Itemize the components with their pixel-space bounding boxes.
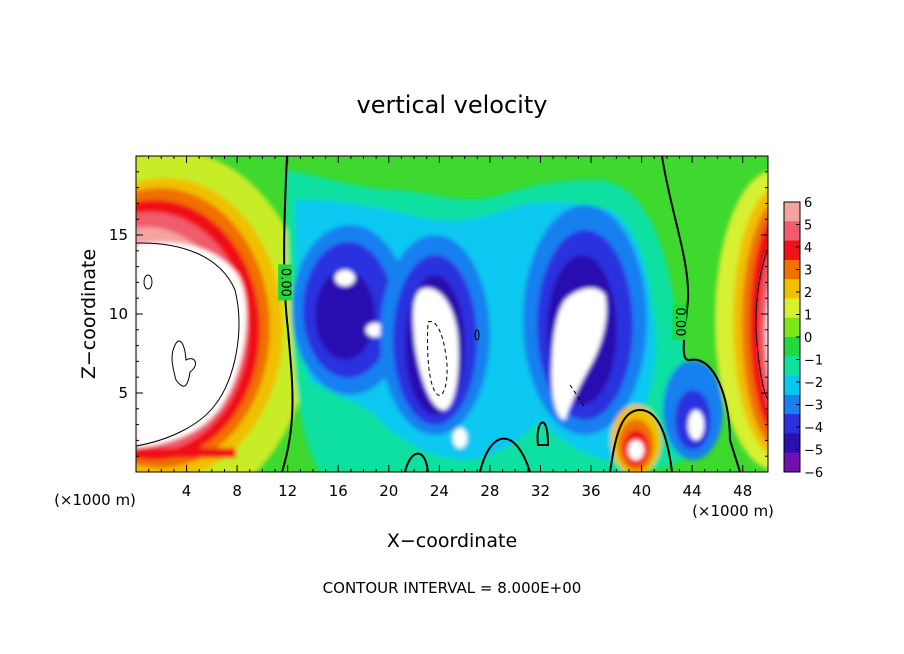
x-tick-label-4: 20 (379, 482, 398, 500)
left-updraft-inner-contour (171, 340, 196, 387)
colorbar-label-1: 5 (804, 219, 812, 234)
contour-lines (281, 156, 741, 472)
downdraft-3-dashed-contour (569, 384, 586, 409)
colorbar-segment-3 (784, 259, 800, 280)
colorbar-segment-2 (784, 240, 800, 261)
contour-label-0: 0.00 (278, 268, 293, 297)
downdraft-1-core-2 (366, 323, 384, 337)
colorbar-label-9: −3 (804, 399, 823, 414)
downdraft-2 (380, 235, 490, 448)
downdraft-1-core-1 (335, 270, 355, 286)
colorbar-segment-9 (784, 375, 800, 396)
y-tick-label-1: 10 (109, 305, 128, 323)
zero-contour-left (281, 156, 294, 472)
x-unit-right: (×1000 m) (692, 502, 774, 520)
plot-area: 0.00 0.00 (136, 156, 768, 472)
x-unit-left: (×1000 m) (54, 491, 136, 509)
downdraft-1 (292, 225, 408, 395)
colorbar-label-4: 2 (804, 286, 812, 301)
downdraft-2-core-low (453, 428, 467, 448)
y-axis: 5 10 15 (109, 171, 768, 457)
x-tick-label-8: 36 (581, 482, 600, 500)
contour-label-bg-0 (278, 264, 293, 301)
x-tick-label-6: 28 (480, 482, 499, 500)
colorbar-segment-1 (784, 221, 800, 242)
small-contour-mid (474, 329, 480, 341)
x-tick-label-7: 32 (531, 482, 550, 500)
x-axis: 4 8 12 16 20 24 28 32 36 40 44 48 (148, 156, 756, 500)
colorbar-label-10: −4 (804, 421, 823, 436)
zero-contour-bump-2 (479, 437, 531, 472)
y-tick-label-2: 15 (109, 226, 128, 244)
zero-contour-bump-4 (609, 408, 673, 472)
colorbar-label-0: 6 (804, 196, 812, 211)
colorbar-label-11: −5 (804, 444, 823, 459)
y-axis-label: Z−coordinate (78, 249, 100, 379)
x-tick-label-1: 8 (232, 482, 242, 500)
y-tick-label-0: 5 (118, 384, 128, 402)
colorbar-segment-7 (784, 337, 800, 357)
x-tick-label-0: 4 (182, 482, 192, 500)
x-axis-label: X−coordinate (387, 530, 517, 552)
colorbar-segment-6 (784, 317, 800, 338)
field-layers (136, 156, 768, 472)
low-level-updraft-core (628, 440, 644, 460)
downdraft-4-core (688, 410, 704, 440)
colorbar-segment-5 (784, 298, 800, 319)
thin-contours (136, 242, 768, 447)
colorbar-label-5: 1 (804, 309, 812, 324)
zero-contour-bump-3 (536, 421, 550, 446)
downdraft-1-inner (315, 270, 375, 360)
colorbar-segment-11 (784, 414, 800, 434)
colorbar-segment-13 (784, 452, 800, 473)
downdraft-4 (663, 360, 723, 460)
small-contour-left (143, 274, 153, 290)
colorbar-label-12: −6 (804, 466, 823, 481)
x-tick-label-5: 24 (430, 482, 449, 500)
zero-contour-right (661, 156, 741, 472)
zero-contour-bump-1 (404, 452, 429, 472)
downdraft-3-core (551, 288, 607, 420)
downdraft-2-dashed-contour (427, 321, 448, 396)
colorbar-segment-8 (784, 356, 800, 377)
chart-title: vertical velocity (357, 91, 548, 119)
colorbar-label-7: −1 (804, 354, 823, 369)
right-updraft-region (715, 171, 768, 469)
left-updraft-region (136, 156, 310, 472)
colorbar: 6 5 4 3 2 1 0 −1 −2 −3 −4 −5 −6 (783, 196, 823, 481)
downdraft-3 (523, 205, 647, 435)
left-updraft-contour (136, 242, 240, 447)
colorbar-label-6: 0 (804, 331, 812, 346)
colorbar-segment-0 (784, 202, 800, 222)
left-updraft-core (136, 242, 247, 448)
low-level-updraft (611, 405, 661, 472)
x-tick-label-9: 40 (632, 482, 651, 500)
contour-labels: 0.00 0.00 (278, 264, 687, 340)
colorbar-segment-10 (784, 394, 800, 415)
x-tick-label-11: 48 (733, 482, 752, 500)
contour-label-bg-1 (672, 303, 687, 340)
colorbar-segment-12 (784, 433, 800, 454)
colorbar-segment-4 (784, 279, 800, 299)
colorbar-label-3: 3 (804, 264, 812, 279)
right-updraft-contour (755, 247, 768, 401)
x-tick-label-10: 44 (683, 482, 702, 500)
contour-label-1: 0.00 (672, 307, 687, 336)
downdraft-2-core (413, 288, 459, 411)
left-surface-red-band (136, 448, 236, 458)
x-tick-label-3: 16 (329, 482, 348, 500)
colorbar-label-8: −2 (804, 376, 823, 391)
contour-interval-footer: CONTOUR INTERVAL = 8.000E+00 (323, 579, 582, 597)
right-updraft-band-5 (759, 254, 768, 406)
x-tick-label-2: 12 (278, 482, 297, 500)
colorbar-label-2: 4 (804, 241, 812, 256)
